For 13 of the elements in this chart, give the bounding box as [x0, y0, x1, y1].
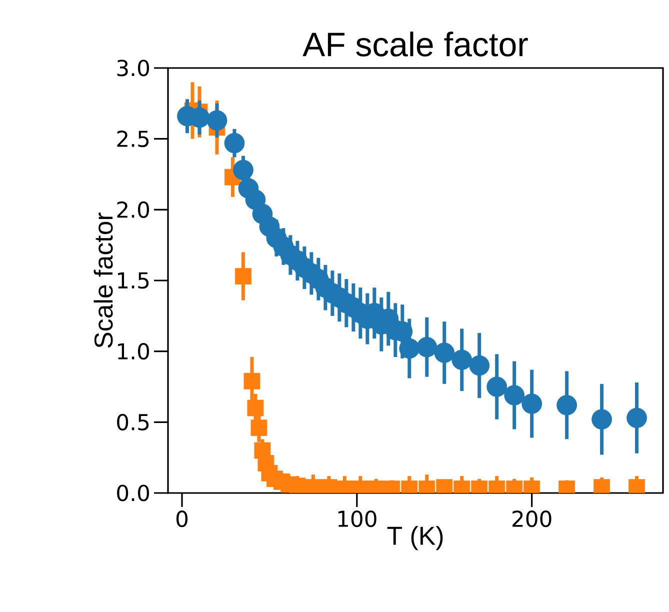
- x-tick-label: 200: [512, 510, 552, 528]
- y-tick-label: 1.0: [118, 343, 150, 360]
- x-axis-title: T (K): [387, 526, 443, 550]
- chart-title: AF scale factor: [302, 32, 528, 56]
- y-tick-label: 2.5: [117, 130, 149, 148]
- x-tick-label: 0: [176, 510, 188, 528]
- y-axis-title: Scale factor: [94, 212, 113, 348]
- y-tick-label: 3.0: [117, 60, 150, 76]
- y-tick-label: 0.5: [117, 414, 149, 430]
- y-tick-label: 0.0: [117, 484, 150, 502]
- x-tick-label: 100: [338, 510, 376, 528]
- y-tick-label: 1.5: [118, 272, 149, 289]
- y-tick-label: 2.0: [117, 201, 150, 218]
